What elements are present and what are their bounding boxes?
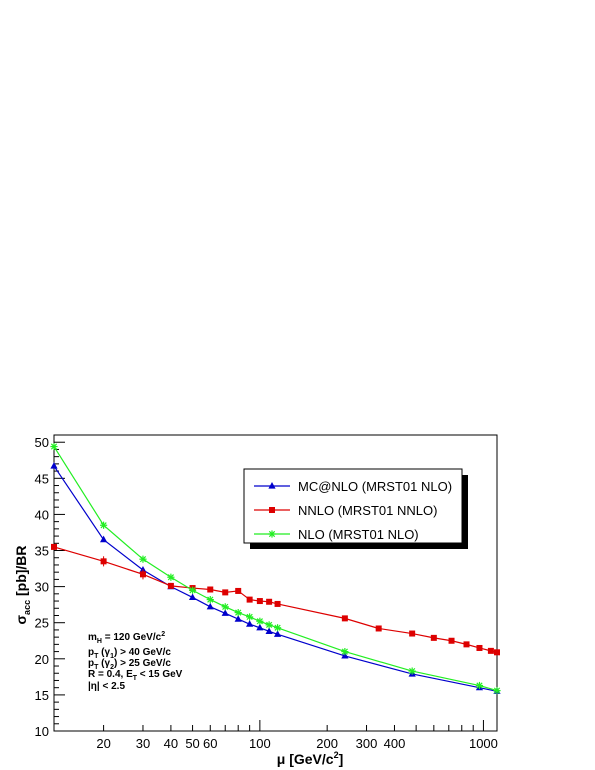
data-point bbox=[487, 647, 494, 654]
plot-area-border bbox=[53, 434, 498, 732]
data-point bbox=[221, 603, 229, 611]
data-point bbox=[265, 621, 273, 629]
x-axis-title: μ [GeV/c2] bbox=[277, 750, 344, 767]
data-point bbox=[494, 649, 500, 656]
series-layer bbox=[50, 442, 501, 695]
annotation-pt1: pT (γ1) > 40 GeV/c bbox=[88, 647, 171, 660]
legend: MC@NLO (MRST01 NLO) NNLO (MRST01 NNLO) NLO… bbox=[243, 468, 468, 549]
data-point bbox=[51, 543, 57, 550]
data-point bbox=[430, 634, 437, 641]
legend-marker bbox=[269, 507, 275, 513]
x-tick-label: 60 bbox=[203, 736, 217, 751]
y-tick-label: 20 bbox=[35, 652, 49, 667]
annotation-mass: mH = 120 GeV/c2 bbox=[88, 631, 165, 645]
annotation-eta: |η| < 2.5 bbox=[88, 681, 125, 692]
data-point bbox=[341, 615, 348, 622]
y-tick-label: 25 bbox=[35, 616, 49, 631]
data-point bbox=[221, 609, 229, 616]
annotation-isolation: R = 0.4, ET < 15 GeV bbox=[88, 669, 183, 682]
data-point bbox=[273, 630, 282, 637]
cuts-annotation: mH = 120 GeV/c2 pT (γ1) > 40 GeV/c pT (γ… bbox=[88, 631, 183, 692]
data-point bbox=[50, 462, 58, 469]
data-point bbox=[188, 586, 197, 594]
x-tick-label: 20 bbox=[96, 736, 110, 751]
data-point bbox=[448, 637, 455, 644]
data-point bbox=[409, 630, 416, 637]
y-tick-label: 35 bbox=[35, 544, 49, 559]
plot-frame bbox=[53, 434, 498, 732]
data-point bbox=[222, 589, 229, 596]
data-point bbox=[99, 535, 108, 543]
series-line bbox=[53, 446, 498, 692]
legend-marker bbox=[268, 482, 276, 489]
y-tick-label: 45 bbox=[35, 471, 49, 486]
data-point bbox=[256, 623, 264, 631]
x-tick-label: 100 bbox=[249, 736, 271, 751]
data-point bbox=[246, 613, 254, 621]
data-point bbox=[50, 442, 58, 451]
data-point bbox=[375, 625, 382, 632]
data-point bbox=[167, 582, 174, 589]
legend-label: NLO (MRST01 NLO) bbox=[298, 527, 419, 542]
data-point bbox=[476, 644, 483, 651]
y-tick-label: 50 bbox=[35, 435, 49, 450]
series-line bbox=[53, 465, 498, 692]
legend-box bbox=[243, 468, 463, 544]
y-tick-label: 10 bbox=[35, 724, 49, 739]
y-tick-label: 30 bbox=[35, 580, 49, 595]
annotation-pt2: pT (γ2) > 25 GeV/c bbox=[88, 658, 171, 671]
legend-shadow-bottom bbox=[250, 543, 468, 549]
x-tick-label: 1000 bbox=[469, 736, 498, 751]
data-point bbox=[206, 602, 214, 610]
data-point bbox=[206, 596, 214, 604]
data-point bbox=[341, 651, 349, 659]
data-point bbox=[167, 573, 175, 581]
legend-label: NNLO (MRST01 NNLO) bbox=[298, 503, 437, 518]
data-point bbox=[234, 615, 242, 622]
data-point bbox=[266, 598, 273, 605]
legend-entry: NNLO (MRST01 NNLO) bbox=[254, 503, 437, 518]
data-point bbox=[463, 641, 470, 648]
legend-marker bbox=[268, 530, 276, 538]
data-point bbox=[246, 596, 253, 603]
data-point bbox=[246, 620, 254, 627]
data-point bbox=[265, 627, 273, 634]
x-tick-label: 400 bbox=[384, 736, 406, 751]
data-point bbox=[207, 586, 214, 593]
x-tick-label: 200 bbox=[316, 736, 338, 751]
x-axis: 20 30 40 50 60 100 200 300 400 1000 bbox=[96, 720, 498, 751]
data-point bbox=[341, 647, 349, 656]
y-tick-label: 40 bbox=[35, 507, 49, 522]
data-point bbox=[139, 555, 147, 563]
data-point bbox=[188, 593, 197, 601]
y-tick-label: 15 bbox=[35, 688, 49, 703]
x-tick-label: 40 bbox=[164, 736, 178, 751]
legend-label: MC@NLO (MRST01 NLO) bbox=[298, 479, 452, 494]
x-tick-label: 30 bbox=[136, 736, 150, 751]
series-3 bbox=[50, 442, 501, 695]
series-2 bbox=[51, 543, 500, 656]
svg-text:σacc [pb]/BR: σacc [pb]/BR bbox=[13, 545, 32, 624]
data-point bbox=[475, 681, 484, 690]
legend-entry: MC@NLO (MRST01 NLO) bbox=[254, 479, 452, 494]
data-point bbox=[256, 598, 263, 605]
data-point bbox=[100, 558, 107, 565]
legend-shadow-right bbox=[462, 475, 468, 549]
data-point bbox=[408, 667, 416, 675]
data-point bbox=[273, 624, 282, 632]
data-point bbox=[99, 521, 108, 529]
data-point bbox=[493, 686, 501, 695]
y-axis-title: σacc [pb]/BR bbox=[13, 545, 32, 624]
data-point bbox=[235, 587, 242, 594]
data-point bbox=[234, 609, 242, 617]
legend-entry: NLO (MRST01 NLO) bbox=[254, 527, 419, 542]
data-point bbox=[256, 617, 264, 625]
data-point bbox=[139, 571, 146, 578]
y-axis: 10 15 20 25 30 35 40 45 50 bbox=[35, 434, 65, 739]
data-point bbox=[274, 600, 281, 607]
x-tick-label: 300 bbox=[356, 736, 378, 751]
series-1 bbox=[50, 462, 501, 694]
x-tick-label: 50 bbox=[185, 736, 199, 751]
